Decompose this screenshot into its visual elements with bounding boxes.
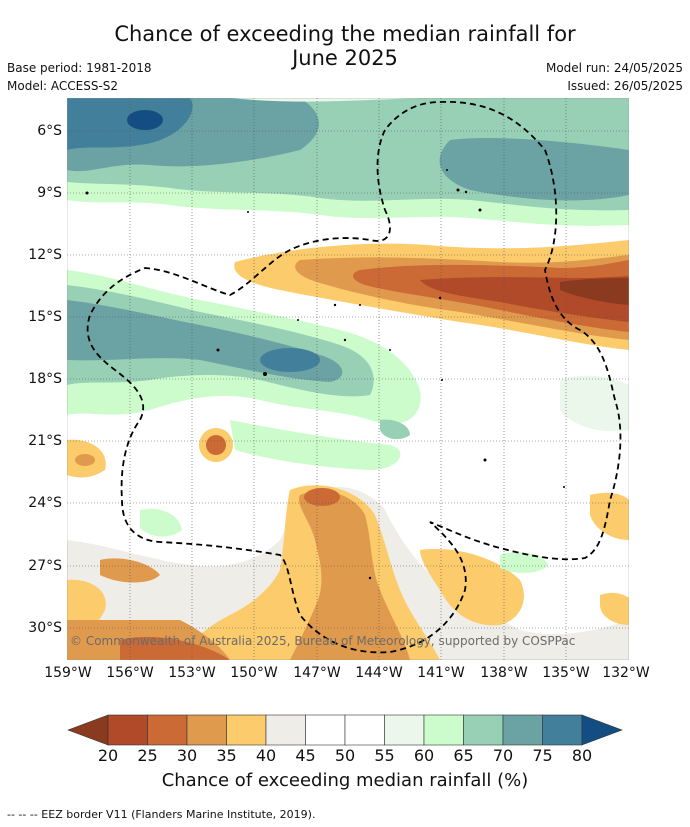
lat-label-9s: 9°S xyxy=(37,185,62,201)
eez-legend-note: -- -- -- EEZ border V11 (Flanders Marine… xyxy=(7,808,316,821)
lon-label-141w: 141°W xyxy=(417,665,465,681)
lat-label-24s: 24°S xyxy=(28,495,62,511)
colorbar-title: Chance of exceeding median rainfall (%) xyxy=(161,770,529,791)
colorbar-segment xyxy=(384,714,425,746)
colorbar-segment xyxy=(186,714,227,746)
graticule xyxy=(67,98,629,660)
lat-label-6s: 6°S xyxy=(37,123,62,139)
lon-label-147w: 147°W xyxy=(293,665,341,681)
colorbar-segment xyxy=(463,714,504,746)
lon-label-144w: 144°W xyxy=(355,665,403,681)
lat-label-15s: 15°S xyxy=(28,309,62,325)
colorbar-low-arrow xyxy=(67,714,109,746)
colorbar-tick-label: 45 xyxy=(295,746,316,765)
title-line-1: Chance of exceeding the median rainfall … xyxy=(114,22,576,46)
colorbar-tick-label: 30 xyxy=(176,746,198,765)
colorbar-tick-label: 25 xyxy=(137,746,158,765)
colorbar-segment xyxy=(423,714,464,746)
lat-label-12s: 12°S xyxy=(28,247,62,263)
colorbar-segment xyxy=(502,714,543,746)
model-name: Model: ACCESS-S2 xyxy=(7,79,119,93)
lon-label-156w: 156°W xyxy=(106,665,154,681)
colorbar-segment xyxy=(305,714,346,746)
colorbar-tick-label: 70 xyxy=(492,746,514,765)
colorbar-tick-label: 65 xyxy=(453,746,474,765)
lat-label-30s: 30°S xyxy=(28,620,62,636)
colorbar xyxy=(67,714,623,746)
lat-label-27s: 27°S xyxy=(28,558,62,574)
colorbar-tick-label: 50 xyxy=(334,746,356,765)
wet-core-east xyxy=(439,138,629,201)
lon-label-132w: 132°W xyxy=(602,665,650,681)
colorbar-segment xyxy=(542,714,583,746)
south-dry-mid xyxy=(290,491,410,660)
colorbar-segment xyxy=(147,714,188,746)
colorbar-tick-label: 40 xyxy=(255,746,277,765)
wet-peak xyxy=(127,110,163,130)
colorbar-tick-label: 80 xyxy=(571,746,593,765)
lon-label-153w: 153°W xyxy=(168,665,216,681)
eez-border xyxy=(86,101,622,654)
colorbar-segment xyxy=(226,714,267,746)
map-area xyxy=(67,98,629,660)
lat-label-18s: 18°S xyxy=(28,371,62,387)
issued-date: Issued: 26/05/2025 xyxy=(567,79,683,93)
meta-left: Base period: 1981-2018 Model: ACCESS-S2 xyxy=(7,59,152,95)
colorbar-segment xyxy=(107,714,148,746)
colorbar-tick-label: 55 xyxy=(374,746,395,765)
colorbar-tick-label: 75 xyxy=(532,746,553,765)
colorbar-tick-label: 60 xyxy=(413,746,435,765)
title-line-2: June 2025 xyxy=(292,46,398,70)
colorbar-tick-label: 35 xyxy=(216,746,237,765)
colorbar-high-arrow xyxy=(581,714,623,746)
base-period: Base period: 1981-2018 xyxy=(7,61,152,75)
lon-label-138w: 138°W xyxy=(480,665,528,681)
map-title: Chance of exceeding the median rainfall … xyxy=(0,22,690,70)
lat-label-21s: 21°S xyxy=(28,433,62,449)
colorbar-segment xyxy=(344,714,385,746)
dry-peak xyxy=(560,278,629,305)
copyright-notice: © Commonwealth of Australia 2025, Bureau… xyxy=(70,634,576,648)
lon-label-150w: 150°W xyxy=(230,665,278,681)
lon-label-159w: 159°W xyxy=(44,665,92,681)
colorbar-segment xyxy=(265,714,306,746)
lon-label-135w: 135°W xyxy=(542,665,590,681)
islands xyxy=(85,169,565,580)
model-run: Model run: 24/05/2025 xyxy=(545,61,683,75)
colorbar-tick-label: 20 xyxy=(97,746,119,765)
meta-right: Model run: 24/05/2025 Issued: 26/05/2025 xyxy=(546,59,683,95)
